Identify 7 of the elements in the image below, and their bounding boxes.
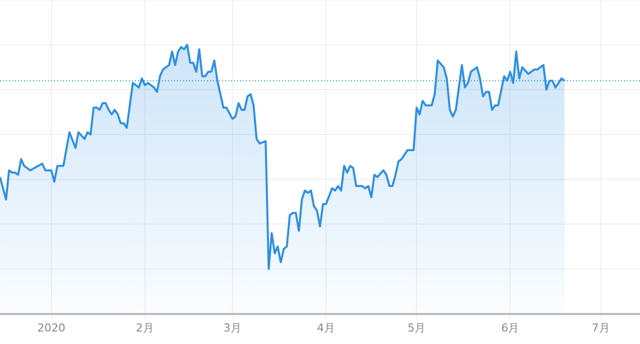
x-tick-label: 2020 xyxy=(37,321,66,334)
x-tick-label: 7月 xyxy=(592,321,610,334)
x-tick-label: 3月 xyxy=(223,321,242,334)
x-tick-label: 4月 xyxy=(317,321,336,334)
x-tick-label: 5月 xyxy=(408,321,426,334)
x-tick-label: 2月 xyxy=(136,321,154,334)
x-tick-label: 6月 xyxy=(501,321,520,334)
